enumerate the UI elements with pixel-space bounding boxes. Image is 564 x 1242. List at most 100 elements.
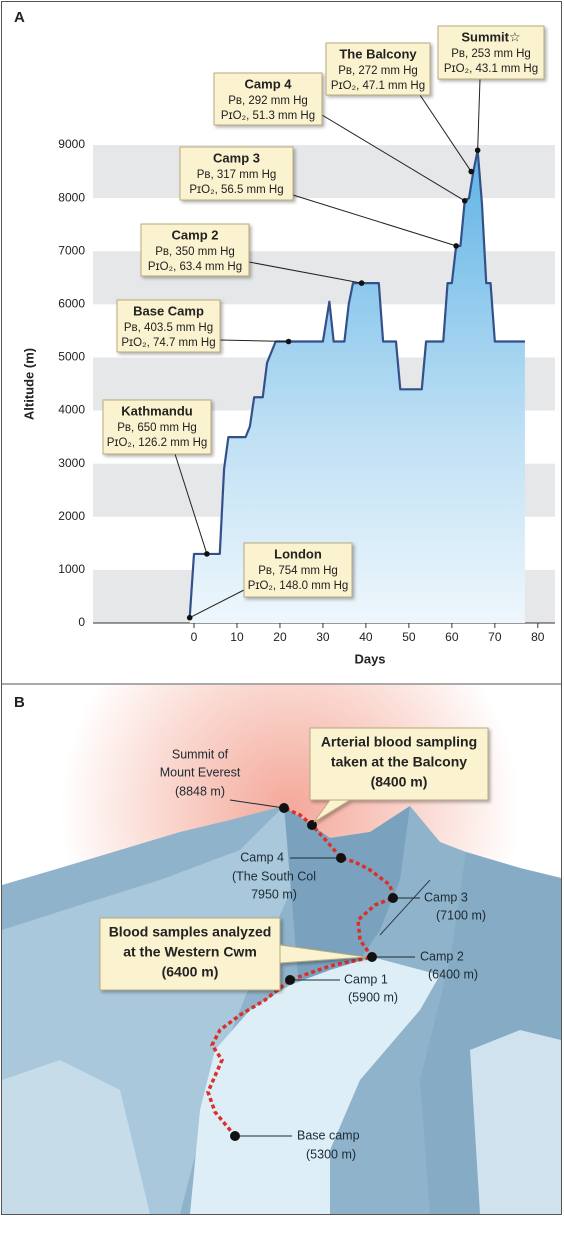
annotation-box (102, 399, 212, 455)
point (453, 243, 459, 249)
camp-label: Mount Everest (160, 765, 241, 779)
grid-band (93, 145, 555, 199)
camp-label: (The South Col (232, 869, 316, 883)
callout (309, 727, 489, 823)
annotation-pressure: Pʙ, 272 mm Hg (338, 65, 418, 77)
x-tick-label: 80 (531, 630, 545, 644)
annotation-box (213, 72, 323, 126)
leader-line (219, 339, 289, 343)
annotation-pressure: Pʙ, 650 mm Hg (117, 422, 197, 434)
annotation-box (116, 299, 221, 353)
callout-box (309, 727, 489, 801)
camp-label: Base camp (297, 1128, 360, 1142)
snowfield (2, 1060, 150, 1214)
snowfield (470, 1030, 561, 1214)
panel-b: B Summit of Mount Everest (8848 m) Camp 4 (T… (2, 685, 561, 1214)
panel-label: B (14, 694, 25, 711)
annotation-title: Base Camp (133, 303, 204, 318)
annotation-pressure: Pʙ, 403.5 mm Hg (124, 322, 213, 334)
annotation-title: The Balcony (339, 46, 417, 61)
point (474, 147, 481, 154)
camp-marker (388, 893, 398, 903)
y-axis-title: Altitude (m) (21, 348, 36, 420)
annotation-po2: PɪO₂, 51.3 mm Hg (221, 110, 315, 122)
leader-line (477, 78, 481, 151)
callout-text: Arterial blood sampling (321, 734, 477, 750)
y-tick-label: 2000 (58, 509, 85, 523)
x-tick-label: 70 (488, 630, 502, 644)
annotation-box (179, 146, 294, 201)
y-tick-label: 0 (78, 615, 85, 629)
y-tick-label: 8000 (58, 190, 85, 204)
callout-pointer (279, 944, 367, 964)
annotation-title: London (274, 546, 322, 561)
annotation-po2: PɪO₂, 56.5 mm Hg (189, 184, 283, 196)
camp-marker (279, 803, 289, 813)
callout-text: taken at the Balcony (331, 754, 467, 770)
point (186, 614, 193, 621)
annotation-title: Summit☆ (461, 29, 520, 44)
annotation-po2: PɪO₂, 43.1 mm Hg (444, 63, 538, 75)
camp-marker (230, 1131, 240, 1141)
x-tick-label: 0 (191, 630, 198, 644)
leader-line (419, 94, 472, 172)
x-tick-label: 30 (316, 630, 330, 644)
leader-line (174, 453, 208, 555)
callout-text: (8400 m) (371, 774, 428, 790)
y-tick-label: 1000 (58, 562, 85, 576)
camp-label: Camp 1 (344, 972, 388, 986)
leader-line (248, 261, 362, 284)
camp-marker (367, 952, 377, 962)
panel-a: A Days Altitude (m) 01000200030004000500… (14, 9, 555, 666)
frame (1, 1, 562, 1215)
annotation-title: Camp 4 (245, 76, 293, 91)
point (285, 338, 292, 345)
annotation-title: Camp 2 (172, 227, 219, 242)
annotation-title: Camp 3 (213, 150, 260, 165)
annotation-po2: PɪO₂, 63.4 mm Hg (148, 261, 242, 273)
callout-box (99, 917, 281, 991)
glacier (190, 957, 440, 1214)
callout (99, 917, 367, 991)
camp-label: (6400 m) (428, 967, 478, 981)
camp-label: Camp 3 (424, 890, 468, 904)
point (468, 168, 474, 175)
x-axis-title: Days (354, 651, 385, 666)
annotation-pressure: Pʙ, 253 mm Hg (451, 48, 531, 60)
camp-label: 7950 m) (251, 887, 297, 901)
camp-label: Camp 2 (420, 949, 464, 963)
y-tick-label: 4000 (58, 403, 85, 417)
callout-pointer (313, 799, 352, 823)
x-tick-label: 50 (402, 630, 416, 644)
x-tick-label: 40 (359, 630, 373, 644)
callout-text: at the Western Cwm (123, 944, 257, 960)
x-tick-label: 10 (230, 630, 244, 644)
y-tick-label: 9000 (58, 137, 85, 151)
annotation-title: Kathmandu (121, 403, 193, 418)
y-tick-label: 5000 (58, 350, 85, 364)
annotation-box (437, 25, 545, 80)
annotation-pressure: Pʙ, 317 mm Hg (197, 169, 277, 181)
x-tick-label: 20 (273, 630, 287, 644)
point (358, 280, 365, 286)
camp-label: (5900 m) (348, 990, 398, 1004)
camp-label: Summit of (172, 747, 229, 761)
camp-marker (285, 975, 295, 985)
leader-line (292, 194, 457, 247)
camp-label: (8848 m) (175, 784, 225, 798)
ridge-line (379, 879, 431, 936)
camp-label: (5300 m) (306, 1147, 356, 1161)
y-tick-label: 7000 (58, 243, 85, 257)
point (461, 197, 468, 204)
callout-text: (6400 m) (162, 964, 219, 980)
balcony-marker (307, 820, 317, 830)
annotation-po2: PɪO₂, 148.0 mm Hg (248, 580, 349, 592)
annotation-box (325, 42, 431, 96)
leader-line (321, 114, 466, 202)
point (204, 551, 210, 557)
camp-label: Camp 4 (240, 850, 284, 864)
annotation-pressure: Pʙ, 292 mm Hg (228, 95, 308, 107)
callout-text: Blood samples analyzed (109, 924, 272, 940)
annotation-po2: PɪO₂, 126.2 mm Hg (107, 437, 208, 449)
